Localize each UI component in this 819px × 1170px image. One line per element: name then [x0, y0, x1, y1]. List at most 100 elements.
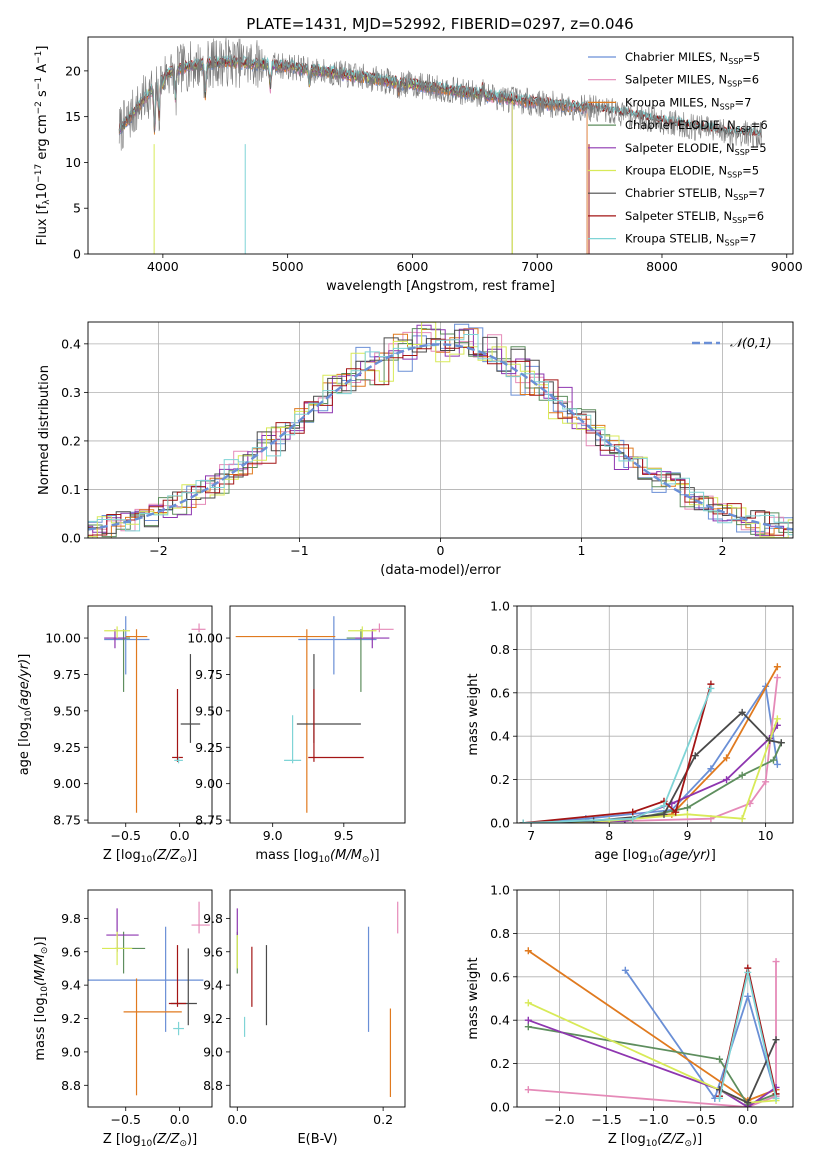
mass-weight-point	[660, 810, 668, 818]
x-tick-label: 4000	[147, 259, 179, 274]
legend-entry: Chabrier MILES, NSSP=5	[625, 50, 760, 66]
mass-weight-point	[773, 760, 781, 768]
mass-weight-point	[691, 752, 699, 760]
plot-area	[236, 901, 399, 1097]
y-tick-label: 9.50	[53, 703, 81, 718]
x-axis-label: (data-model)/error	[380, 563, 501, 578]
plot-area	[524, 947, 780, 1107]
figure-title: PLATE=1431, MJD=52992, FIBERID=0297, z=0…	[246, 15, 633, 33]
mass-weight-point	[772, 958, 780, 966]
mass-weight-point	[621, 966, 629, 974]
plot-area	[88, 322, 793, 538]
y-tick-label: 9.6	[203, 944, 223, 959]
x-axis-label: mass [log10(M/M⊙)]	[255, 848, 379, 865]
mass-weight-point	[660, 802, 668, 810]
axes-frame	[87, 889, 213, 1108]
mass-weight-point	[524, 999, 532, 1007]
panel-spectrum: 4000 5000 6000 7000 8000 9000 0 5 10 15 20 waveleng…	[34, 36, 803, 294]
y-axis-label: mass [log10(M/M⊙)]	[33, 936, 50, 1060]
x-tick-label: 6000	[397, 259, 429, 274]
plot-area	[118, 37, 762, 254]
x-tick-label: 5000	[272, 259, 304, 274]
legend-entry: 𝒩(0,1)	[730, 335, 772, 350]
panel-weight-z: −2.0 −1.5 −1.0 −0.5 0.0 0.0 0.2 0.4 0.6 0.8 1.0 Z […	[466, 883, 794, 1149]
mass-weight-point	[716, 1094, 724, 1102]
x-tick-label: −1	[290, 543, 308, 558]
mass-weight-point	[744, 1099, 752, 1107]
mass-weight-line	[527, 1019, 777, 1107]
mass-weight-point	[707, 684, 715, 692]
mass-weight-point	[744, 992, 752, 1000]
mass-weight-point	[524, 1016, 532, 1024]
x-tick-label: 0	[437, 543, 445, 558]
mass-weight-point	[683, 810, 691, 818]
legend-entry: Kroupa STELIB, NSSP=7	[625, 232, 756, 248]
residual-histogram	[88, 338, 793, 536]
y-tick-label: 9.4	[61, 978, 81, 993]
y-tick-label: 9.50	[195, 703, 223, 718]
x-tick-label: 0.0	[227, 1112, 247, 1127]
mass-weight-point	[723, 776, 731, 784]
plot-area	[235, 616, 394, 813]
axes-frame	[229, 605, 406, 824]
mass-weight-point	[524, 1023, 532, 1031]
x-tick-label: −2	[149, 543, 167, 558]
y-tick-label: 9.00	[195, 776, 223, 791]
mass-weight-point	[773, 674, 781, 682]
axes-frame	[229, 889, 406, 1108]
x-tick-label: −0.5	[111, 828, 141, 843]
x-tick-label: 10	[758, 828, 774, 843]
mass-weight-line	[528, 1025, 777, 1106]
x-axis-label: wavelength [Angstrom, rest frame]	[326, 279, 555, 294]
mass-weight-line	[527, 1001, 777, 1104]
x-tick-label: −0.5	[111, 1112, 141, 1127]
mass-weight-point	[762, 778, 770, 786]
plot-area	[104, 616, 206, 813]
residual-histogram	[88, 324, 793, 538]
mass-weight-point	[668, 810, 676, 818]
y-tick-label: 15	[65, 109, 81, 124]
y-tick-label: 9.4	[203, 978, 223, 993]
y-axis-label: mass weight	[466, 673, 481, 755]
mass-weight-point	[769, 756, 777, 764]
axes-frame	[87, 36, 794, 255]
axes-frame	[516, 605, 794, 824]
mass-weight-point	[683, 804, 691, 812]
mass-weight-point	[738, 771, 746, 779]
mass-weight-point	[738, 708, 746, 716]
mass-weight-line	[523, 666, 779, 823]
y-tick-label: 0.4	[490, 729, 510, 744]
mass-weight-point	[524, 947, 532, 955]
mass-weight-point	[738, 815, 746, 823]
mass-weight-line	[523, 677, 779, 823]
x-tick-label: 0.2	[373, 1112, 393, 1127]
mass-weight-point	[524, 1086, 532, 1094]
y-axis-label: Flux [fλ10−17 erg cm−2 s−1 A−1]	[34, 46, 52, 246]
mass-weight-point	[672, 808, 680, 816]
y-tick-label: 0.8	[490, 642, 510, 657]
mass-weight-point	[772, 1036, 780, 1044]
y-tick-label: 0.2	[61, 433, 81, 448]
y-tick-label: 8.75	[53, 813, 81, 828]
y-tick-label: 0.2	[490, 1056, 510, 1071]
y-axis-label: mass weight	[466, 957, 481, 1039]
y-tick-label: 0.6	[490, 685, 510, 700]
mass-weight-point	[707, 765, 715, 773]
y-tick-label: 10.00	[187, 631, 223, 646]
y-tick-label: 9.25	[53, 740, 81, 755]
legend-entry: Chabrier STELIB, NSSP=7	[625, 186, 765, 202]
y-tick-label: 0.3	[61, 385, 81, 400]
panel-residuals: −2 −1 0 1 2 0.0 0.1 0.2 0.3 0.4 (data-model)/error…	[37, 321, 794, 578]
x-tick-label: −1.5	[591, 1112, 621, 1127]
y-axis-label: age [log10(age/yr)]	[17, 654, 34, 776]
mass-weight-point	[716, 1055, 724, 1063]
spectrum-legend: Chabrier MILES, NSSP=5 Salpeter MILES, NS…	[588, 50, 768, 248]
residual-histogram	[88, 334, 793, 536]
y-tick-label: 8.8	[203, 1078, 223, 1093]
legend-entry: Salpeter MILES, NSSP=6	[625, 73, 759, 89]
panel-mass-ebv: 0.0 0.2 8.8 9.0 9.2 9.4 9.6 9.8 E(B-V)	[203, 889, 406, 1147]
x-tick-label: 7	[527, 828, 535, 843]
x-tick-label: −0.5	[686, 1112, 716, 1127]
mass-weight-point	[519, 819, 527, 823]
axes-frame	[516, 889, 794, 1108]
